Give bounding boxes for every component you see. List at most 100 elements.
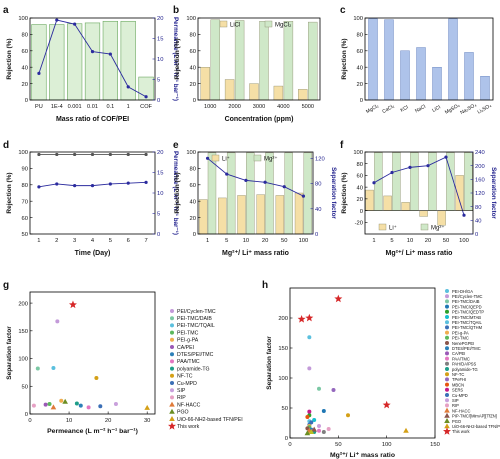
panel-label: a [3,5,9,16]
legend-label: PEI-TMC/QEDTP [452,310,484,315]
data-point [307,366,312,371]
y-right-tick-label: 120 [475,191,485,197]
data-point [31,403,36,408]
legend-marker [169,408,175,414]
x-tick-label: 5000 [302,104,314,110]
legend-label: SIP [177,388,186,394]
separation-point [426,164,430,168]
x-tick-label: 0 [28,418,31,424]
y-axis-label: Separation factor [266,336,273,390]
y-right-axis-label: Separation factor [330,167,337,219]
y-right-tick-label: 200 [475,164,485,170]
y-tick-label: 200 [18,301,28,307]
legend-label: This work [177,424,200,430]
data-point [334,294,343,303]
legend-marker [445,335,449,340]
plot-frame [197,17,321,101]
separation-point [282,185,286,189]
rejection-point [73,152,77,157]
x-tick-label: KCl [400,105,410,114]
y-tick-label: 50 [22,384,28,390]
y-right-axis-label: Separation factor [490,167,497,219]
y-tick-label: 80 [22,33,28,39]
legend-marker [445,367,449,371]
y-tick-label: 80 [357,33,363,39]
rejection-point [55,152,59,157]
x-tick-label: 100 [459,238,469,244]
legend-swatch [219,20,228,28]
x-tick-label: 100 [299,238,309,244]
legend-label: PEI/Cyclen-TMC [452,294,483,299]
legend-marker [169,401,175,407]
data-point [62,398,68,404]
data-point [297,315,306,323]
separation-point [225,172,229,176]
permeance-point [37,185,41,189]
y-right-tick-label: 5 [157,212,160,218]
y-tick-label: 100 [18,16,28,22]
legend-marker [170,337,174,342]
x-tick-label: MgSO₄ [444,102,461,115]
data-point [312,418,317,422]
bar [480,76,490,101]
legend-label: DTES/PEI/TMC [177,352,214,358]
y-tick-label: 0 [360,98,363,104]
y-right-tick-label: 80 [475,205,481,211]
legend-label: NF-HACC [452,408,470,413]
legend-marker [168,422,176,430]
separation-point [408,165,412,169]
y-tick-label: 100 [18,150,28,156]
y-tick-label: 100 [186,150,196,156]
permeance-point [108,52,112,56]
y-tick-label: 0 [193,98,196,104]
x-tick-label: 3000 [253,104,265,110]
legend-marker [445,361,449,366]
legend-label: PAA/TMC [177,359,200,365]
legend-label: RIP [177,395,186,401]
legend-label: PEI/Cyclen-TMC [177,309,216,315]
permeance-point [144,180,148,184]
bar-Mg²⁺ [207,152,217,235]
y-right-axis-label: Permeance (L m⁻² h⁻¹ bar⁻¹) [172,17,179,101]
y-tick-label: 40 [190,65,196,71]
separation-point [263,180,267,184]
legend-label: PGO [177,410,189,416]
legend-label: polyamide-TG [177,366,210,372]
permeance-point [144,95,148,99]
plot-frame [289,287,436,439]
y-tick-label: 60 [357,49,363,55]
x-axis-label: Permeance (L m⁻² h⁻¹ bar⁻¹) [47,428,138,435]
y-right-tick-label: 40 [315,207,321,213]
plot-frame [29,151,156,235]
legend-marker [445,403,449,408]
data-point [35,366,40,371]
y-tick-label: 60 [22,216,28,222]
data-point [305,426,310,431]
bar-Li⁺ [383,195,392,211]
data-point [47,402,52,407]
rejection-point [108,152,112,157]
y-tick-label: 0 [25,98,28,104]
y-tick-label: 60 [190,49,196,55]
legend-label: PEI-TMC/TQAIL [452,320,483,325]
panel-label: h [262,280,268,291]
x-tick-label: 1E-4 [51,104,63,110]
y-tick-label: 60 [357,174,363,180]
y-axis-label: Rejection (%) [341,172,348,213]
bar-Mg²⁺ [392,152,401,211]
y-axis-label: Rejection (%) [341,38,348,79]
y-right-tick-label: 0 [157,98,160,104]
bar-Mg²⁺ [246,152,255,235]
legend-marker [445,309,449,314]
legend-marker [445,304,449,309]
plot-frame [29,291,156,415]
x-tick-label: 50 [443,238,449,244]
legend-marker [444,423,450,429]
legend-label: UiO-66-NH2-based TFN/PEI [452,424,500,429]
legend-label: NF-TC [177,374,193,380]
legend-label: LiCl [230,23,240,29]
legend-marker [444,407,450,413]
x-tick-label: MgCl₂ [365,103,380,115]
bar-Mg²⁺ [464,152,473,211]
y-tick-label: 90 [22,167,28,173]
